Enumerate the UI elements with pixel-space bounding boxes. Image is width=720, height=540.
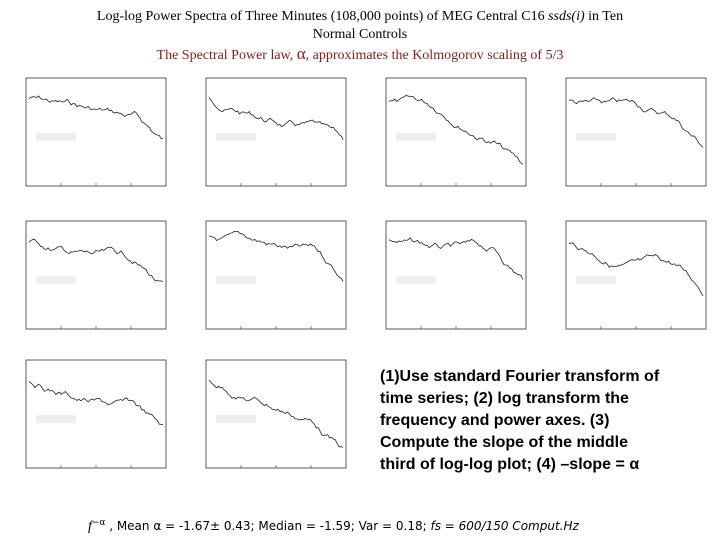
caption-line: Compute the slope of the middle [380,434,628,451]
title-line: Log-log Power Spectra of Three Minutes (… [97,9,623,24]
fit-annotation-box [216,415,256,423]
caption-line: frequency and power axes. (3) [380,412,609,429]
spectrum-thumbnail [385,220,527,330]
plot-grid [25,77,707,469]
title-part: in Ten [585,9,623,24]
title-line: Normal Controls [313,27,408,42]
fit-annotation-box [216,276,256,284]
footer-part: fs = 600/150 Comput.Hz [430,519,579,533]
fit-annotation-box [576,133,616,141]
fit-annotation-box [36,415,76,423]
caption-line: time series; (2) log transform the [380,390,629,407]
caption-line: (1)Use standard Fourier transform of [380,368,660,385]
subtitle-part: α [297,44,306,63]
spectrum-curve [208,379,344,448]
fit-annotation-box [576,276,616,284]
subtitle-part: , approximates the Kolmogorov scaling of… [306,48,564,63]
spectrum-thumbnail [205,220,347,330]
caption: (1)Use standard Fourier transform of time… [380,368,660,473]
subtitle-part: The Spectral Power law, [157,48,297,63]
spectrum-thumbnail [205,77,347,187]
footer-part: , Mean α = -1.67± 0.43; Median = -1.59; … [105,519,430,533]
footer: f−α , Mean α = -1.67± 0.43; Median = -1.… [88,518,579,534]
spectrum-thumbnail [25,77,167,187]
footer-part: −α [92,518,106,528]
fit-annotation-box [216,133,256,141]
spectrum-curve [28,238,164,283]
spectrum-thumbnail [25,359,167,469]
spectrum-thumbnail [385,77,527,187]
spectrum-curve [208,97,344,140]
spectrum-curve [28,95,164,139]
spectrum-curve [568,97,704,148]
footer-part: f [88,519,94,534]
subtitle: The Spectral Power law, α, approximates … [157,44,564,63]
spectrum-thumbnail [565,220,707,330]
spectrum-thumbnail [565,77,707,187]
spectrum-thumbnail [25,220,167,330]
title-part: Log-log Power Spectra of Three Minutes (… [97,9,548,24]
fit-annotation-box [36,133,76,141]
fit-annotation-box [396,133,436,141]
spectrum-curve [388,94,524,165]
caption-line: third of log-log plot; (4) –slope = α [380,456,639,473]
title-part: ssds(i) [548,9,585,24]
spectrum-thumbnail [205,359,347,469]
fit-annotation-box [36,276,76,284]
spectrum-curve [568,242,704,297]
spectrum-curve [208,230,344,282]
spectrum-curve [28,381,164,425]
spectrum-curve [388,237,524,280]
fit-annotation-box [396,276,436,284]
